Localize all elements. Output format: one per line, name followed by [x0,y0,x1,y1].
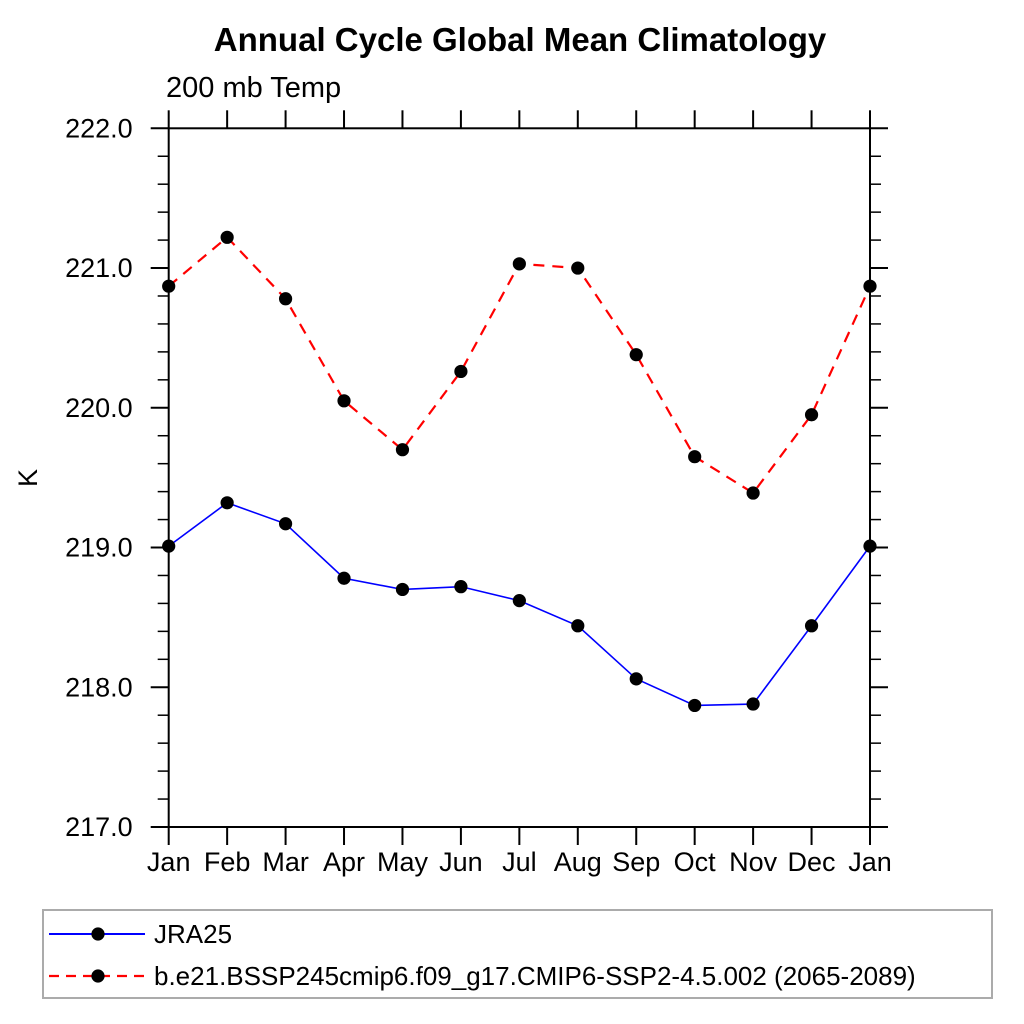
series-0-marker [629,672,643,686]
x-tick-label: Nov [729,847,778,877]
legend: JRA25 b.e21.BSSP245cmip6.f09_g17.CMIP6-S… [42,909,993,999]
y-tick-label: 222.0 [65,113,133,143]
series-1-marker [629,348,643,362]
series-1-marker [746,486,760,500]
series-0-marker [804,619,819,633]
y-tick-label: 220.0 [65,393,133,423]
x-tick-label: May [377,847,429,877]
series-0-marker [746,697,760,711]
series-1-marker [220,230,234,244]
x-tick-label: Sep [612,847,660,877]
x-tick-label: Apr [323,847,365,877]
y-tick-label: 218.0 [65,672,133,702]
series-1-marker [454,364,468,379]
x-tick-label: Aug [554,847,602,877]
series-0-marker [395,582,410,597]
plot-frame [167,127,871,829]
x-tick-label: Oct [674,847,717,877]
series-0-marker [688,698,702,713]
x-tick-label: Jul [502,847,537,877]
axes-layer: Jan Feb Mar Apr May Jun Jul Aug Sep Oct Nov Dec Jan 2… [65,110,892,877]
legend-solid-line-icon [49,927,145,941]
series-1-marker [337,394,351,408]
y-axis-unit-label: K [13,469,43,487]
legend-item-model: b.e21.BSSP245cmip6.f09_g17.CMIP6-SSP2-4.… [44,955,991,997]
chart-subtitle: 200 mb Temp [166,72,341,104]
series-0-marker [454,580,468,594]
legend-dashed-line-icon [49,969,145,983]
series-line-1 [167,235,872,495]
legend-label-model: b.e21.BSSP245cmip6.f09_g17.CMIP6-SSP2-4.… [154,961,916,991]
series-0-marker [162,539,176,553]
series-1-marker [571,261,585,275]
series-0-marker [863,539,877,553]
series-1-marker [512,257,526,271]
y-tick-label: 217.0 [65,812,133,842]
y-tick-label: 219.0 [65,533,133,563]
series-0-marker [337,571,351,585]
legend-label-jra25: JRA25 [154,919,233,949]
series-1-marker [278,292,293,306]
series-0-marker [512,594,526,608]
series-0-marker [278,517,293,531]
x-tick-label: Dec [788,847,836,877]
series-1-marker [688,450,702,464]
x-tick-label: Jun [439,847,483,877]
x-tick-label: Jan [147,847,191,877]
series-0-marker [571,619,585,633]
x-tick-label: Jan [848,847,892,877]
series-0-marker [220,496,234,510]
series-1-marker [863,279,877,293]
x-tick-label: Feb [204,847,251,877]
chart-title: Annual Cycle Global Mean Climatology [214,21,827,58]
series-layer [162,230,877,713]
legend-item-jra25: JRA25 [44,913,991,955]
series-1-marker [162,279,176,293]
x-tick-label: Mar [262,847,309,877]
series-1-marker [804,408,819,422]
y-tick-label: 221.0 [65,253,133,283]
series-1-marker [395,443,410,457]
